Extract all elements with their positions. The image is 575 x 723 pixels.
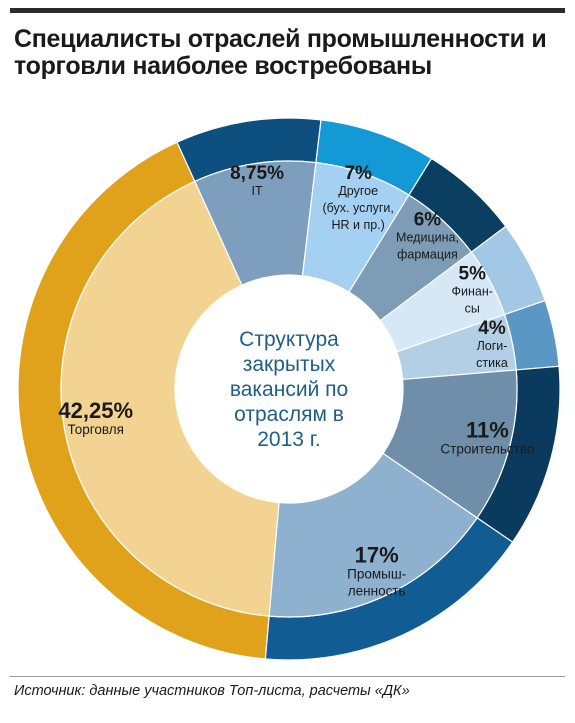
slice-name-медицина-фармация: фармация — [397, 248, 458, 262]
slice-name-промышленность: Промыш- — [347, 567, 406, 582]
slice-name-промышленность: ленность — [348, 584, 406, 599]
slice-name-строительство: Строительство — [440, 441, 534, 456]
top-rule — [10, 8, 565, 13]
source-note: Источник: данные участников Топ-листа, р… — [14, 683, 410, 699]
slice-name-финансы: сы — [465, 302, 480, 316]
slice-name-другое-бух-услуги-hr-и-пр: Другое — [338, 184, 378, 198]
slice-name-другое-бух-услуги-hr-и-пр: HR и пр.) — [332, 218, 385, 232]
slice-label-логистика: 4%Логи-стика — [476, 318, 508, 370]
slice-label-промышленность: 17%Промыш-ленность — [347, 543, 406, 599]
slice-name-it: IT — [251, 184, 262, 198]
slice-label-it: 8,75%IT — [230, 163, 284, 198]
chart-title: Специалисты отраслей промышленности и то… — [14, 26, 564, 80]
slice-name-логистика: Логи- — [477, 339, 508, 353]
slice-label-строительство: 11%Строительство — [440, 417, 534, 456]
slice-value-другое-бух-услуги-hr-и-пр: 7% — [344, 163, 372, 184]
slice-name-медицина-фармация: Медицина, — [396, 231, 459, 245]
center-text-line: отраслям в — [234, 403, 344, 426]
slice-label-финансы: 5%Финан-сы — [452, 264, 493, 316]
slice-label-торговля: 42,25%Торговля — [58, 398, 133, 437]
slice-value-логистика: 4% — [478, 318, 506, 339]
title-line-2: торговли наиболее востребованы — [14, 52, 432, 80]
bottom-rule — [10, 676, 565, 677]
center-text-line: 2013 г. — [257, 428, 320, 451]
slice-label-медицина-фармация: 6%Медицина, фармация — [396, 210, 459, 262]
slice-value-промышленность: 17% — [355, 543, 399, 568]
slice-name-другое-бух-услуги-hr-и-пр: (бух. услуги, — [322, 201, 393, 215]
slice-value-it: 8,75% — [230, 163, 284, 184]
inner-ring — [60, 160, 518, 618]
slice-name-торговля: Торговля — [68, 422, 124, 437]
slice-label-другое-бух-услуги-hr-и-пр: 7%Другое (бух. услуги, HR и пр.) — [322, 163, 393, 232]
slice-value-медицина-фармация: 6% — [414, 210, 442, 231]
outer-ring — [17, 117, 561, 661]
center-text-line: закрытых — [243, 353, 336, 376]
donut-hole — [175, 275, 403, 503]
slice-name-логистика: стика — [476, 356, 508, 370]
slice-labels: 42,25%Торговля 8,75%IT 7%Другое (бух. услуг… — [58, 163, 534, 599]
center-text-line: Структура — [239, 328, 339, 351]
center-text-line: вакансий по — [230, 378, 348, 401]
slice-value-торговля: 42,25% — [58, 398, 133, 423]
slice-value-строительство: 11% — [466, 417, 509, 442]
slice-name-финансы: Финан- — [452, 285, 493, 299]
title-line-1: Специалисты отраслей промышленности и — [14, 25, 547, 53]
slice-value-финансы: 5% — [459, 264, 487, 285]
